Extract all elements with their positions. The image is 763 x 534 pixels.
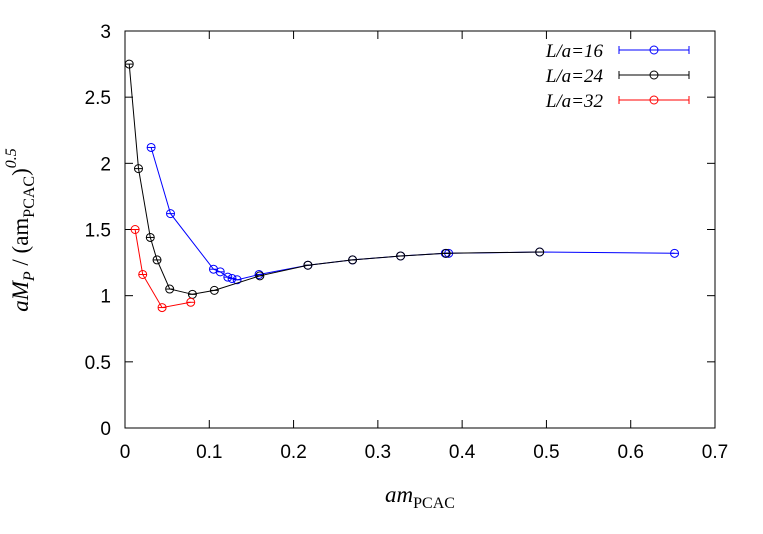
legend-marker: [649, 70, 659, 80]
x-axis-label: amPCAC: [385, 482, 455, 512]
series-line: [128, 64, 540, 295]
y-tick-label: 2: [100, 154, 111, 175]
series-line: [150, 147, 675, 281]
series-2: [130, 225, 196, 313]
y-tick-label: 0.5: [85, 353, 111, 374]
x-tick-label: 0.1: [196, 442, 222, 463]
y-axis-label: aMP / (amPCAC)0.5: [3, 148, 38, 312]
x-tick-label: 0.3: [365, 442, 391, 463]
series-1: [124, 59, 545, 299]
series-line: [134, 229, 191, 309]
y-tick-label: 0: [100, 419, 111, 440]
x-tick-label: 0.2: [280, 442, 306, 463]
series-0: [146, 142, 680, 285]
legend-label: L/a=24: [545, 66, 604, 87]
legend: L/a=16 L/a=24 L/a=32: [545, 41, 690, 112]
x-tick-label: 0.6: [618, 442, 644, 463]
series-layer: [124, 59, 680, 313]
legend-label: L/a=32: [545, 91, 604, 112]
axis-ticks: 0 0.1 0.2 0.3 0.4 0.5 0.6 0.7 0 0.5 1 1.5 2 2.5 3: [85, 22, 729, 463]
x-tick-label: 0.4: [449, 442, 476, 463]
y-tick-label: 2.5: [85, 88, 111, 109]
legend-entry: L/a=16: [545, 41, 690, 62]
y-tick-label: 3: [100, 22, 111, 43]
y-tick-label: 1: [100, 287, 111, 308]
x-tick-label: 0: [120, 442, 131, 463]
legend-entry: L/a=32: [545, 91, 690, 112]
plot-frame: [124, 30, 716, 429]
legend-label: L/a=16: [545, 41, 604, 62]
y-tick-label: 1.5: [85, 221, 111, 242]
legend-marker: [649, 45, 659, 55]
x-tick-label: 0.7: [702, 442, 728, 463]
x-tick-label: 0.5: [533, 442, 559, 463]
legend-entry: L/a=24: [545, 66, 690, 87]
legend-marker: [649, 95, 659, 105]
